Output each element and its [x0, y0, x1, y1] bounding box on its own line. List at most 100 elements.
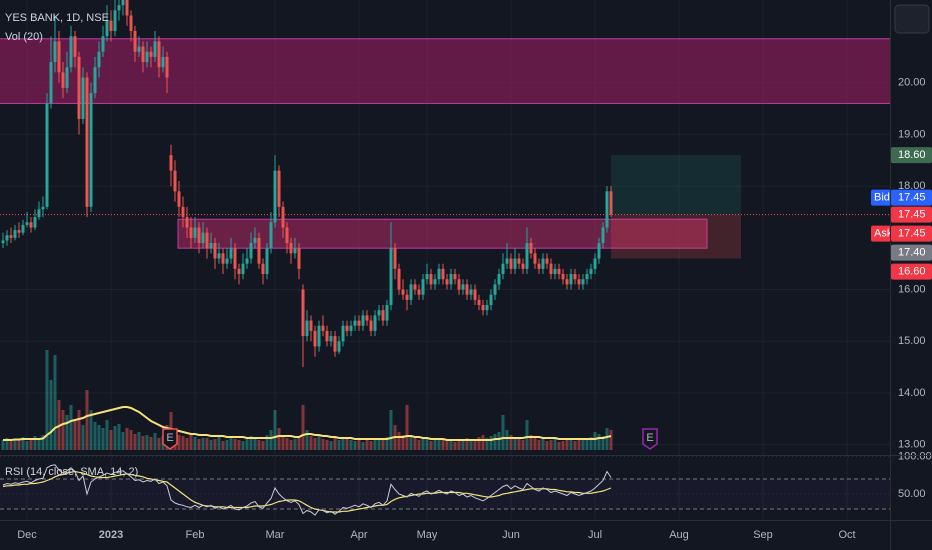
candle-body: [325, 330, 329, 342]
volume-bar: [589, 437, 593, 450]
earnings-label: E: [166, 432, 173, 444]
candle-body: [481, 305, 485, 311]
y-tick-label: 18.00: [898, 180, 926, 192]
volume-bar: [405, 405, 409, 450]
volume-bar: [493, 434, 497, 450]
candle-body: [597, 243, 601, 259]
earnings-label: E: [646, 432, 653, 444]
candle-body: [377, 310, 381, 316]
candle-body: [369, 320, 373, 331]
candle-body: [305, 320, 309, 337]
candle-body: [53, 41, 57, 63]
price-badge-label: 17.45: [898, 191, 926, 203]
candle-body: [5, 235, 9, 241]
volume-bar: [29, 439, 33, 450]
candle-body: [97, 51, 101, 68]
volume-bar: [449, 439, 453, 450]
candle-body: [261, 263, 265, 275]
volume-bar: [229, 438, 233, 450]
volume-bar: [49, 380, 53, 450]
candle-body: [585, 274, 589, 280]
volume-bar: [429, 441, 433, 450]
candle-body: [165, 56, 169, 78]
candle-body: [177, 191, 181, 207]
volume-bar: [361, 442, 365, 450]
candle-body: [601, 227, 605, 244]
candle-body: [373, 315, 377, 331]
candle-body: [505, 258, 509, 264]
volume-bar: [461, 441, 465, 450]
volume-bar: [417, 440, 421, 450]
volume-bar: [381, 440, 385, 450]
candle-body: [273, 170, 277, 223]
candle-body: [277, 170, 281, 207]
candle-body: [201, 232, 205, 244]
volume-bar: [437, 438, 441, 450]
candle-body: [405, 294, 409, 300]
candle-body: [289, 243, 293, 254]
badge-tag: [871, 189, 891, 206]
volume-bar: [85, 390, 89, 450]
candle-body: [581, 279, 585, 285]
volume-bar: [537, 440, 541, 450]
badge-tag: [871, 225, 891, 242]
x-tick-label: Dec: [17, 529, 37, 541]
candle-body: [561, 274, 565, 280]
candle-body: [189, 227, 193, 238]
volume-label: Vol (20): [5, 31, 43, 43]
volume-bar: [293, 439, 297, 450]
candle-body: [213, 243, 217, 259]
candle-body: [493, 284, 497, 295]
volume-bar: [341, 437, 345, 450]
candle-body: [9, 235, 13, 238]
volume-bar: [33, 436, 37, 450]
candle-body: [145, 51, 149, 63]
volume-bar: [581, 438, 585, 450]
candle-body: [137, 46, 141, 52]
candle-body: [21, 224, 25, 233]
candle-body: [313, 330, 317, 347]
volume-bar: [569, 439, 573, 450]
candle-body: [309, 320, 313, 331]
candle-body: [461, 284, 465, 290]
volume-bar: [277, 428, 281, 450]
y-tick-label: 16.00: [898, 283, 926, 295]
volume-bar: [337, 440, 341, 450]
volume-bar: [301, 405, 305, 450]
volume-bar: [265, 435, 269, 450]
candle-body: [409, 284, 413, 300]
volume-bar: [237, 440, 241, 450]
volume-bar: [453, 442, 457, 450]
candle-body: [345, 325, 349, 331]
volume-bar: [593, 432, 597, 450]
volume-bar: [585, 439, 589, 450]
candle-body: [509, 258, 513, 269]
volume-bar: [513, 438, 517, 450]
candle-body: [37, 209, 41, 218]
volume-bar: [217, 437, 221, 450]
candle-body: [529, 243, 533, 254]
candle-body: [401, 289, 405, 295]
candle-body: [17, 230, 21, 233]
volume-bar: [365, 440, 369, 450]
y-tick-label: 14.00: [898, 387, 926, 399]
volume-bar: [105, 420, 109, 450]
candle-body: [253, 237, 257, 244]
volume-bar: [1, 440, 5, 450]
volume-bar: [249, 436, 253, 450]
volume-bar: [445, 441, 449, 450]
volume-bar: [609, 430, 613, 450]
volume-bar: [213, 439, 217, 450]
candle-body: [41, 206, 45, 210]
price-badge: [891, 147, 932, 164]
candle-body: [157, 41, 161, 68]
candle-body: [269, 222, 273, 249]
scale-button[interactable]: [894, 4, 930, 34]
volume-bar: [281, 435, 285, 450]
volume-bar: [81, 425, 85, 450]
candle-body: [469, 289, 473, 295]
volume-bar: [385, 437, 389, 450]
volume-bar: [273, 410, 277, 450]
